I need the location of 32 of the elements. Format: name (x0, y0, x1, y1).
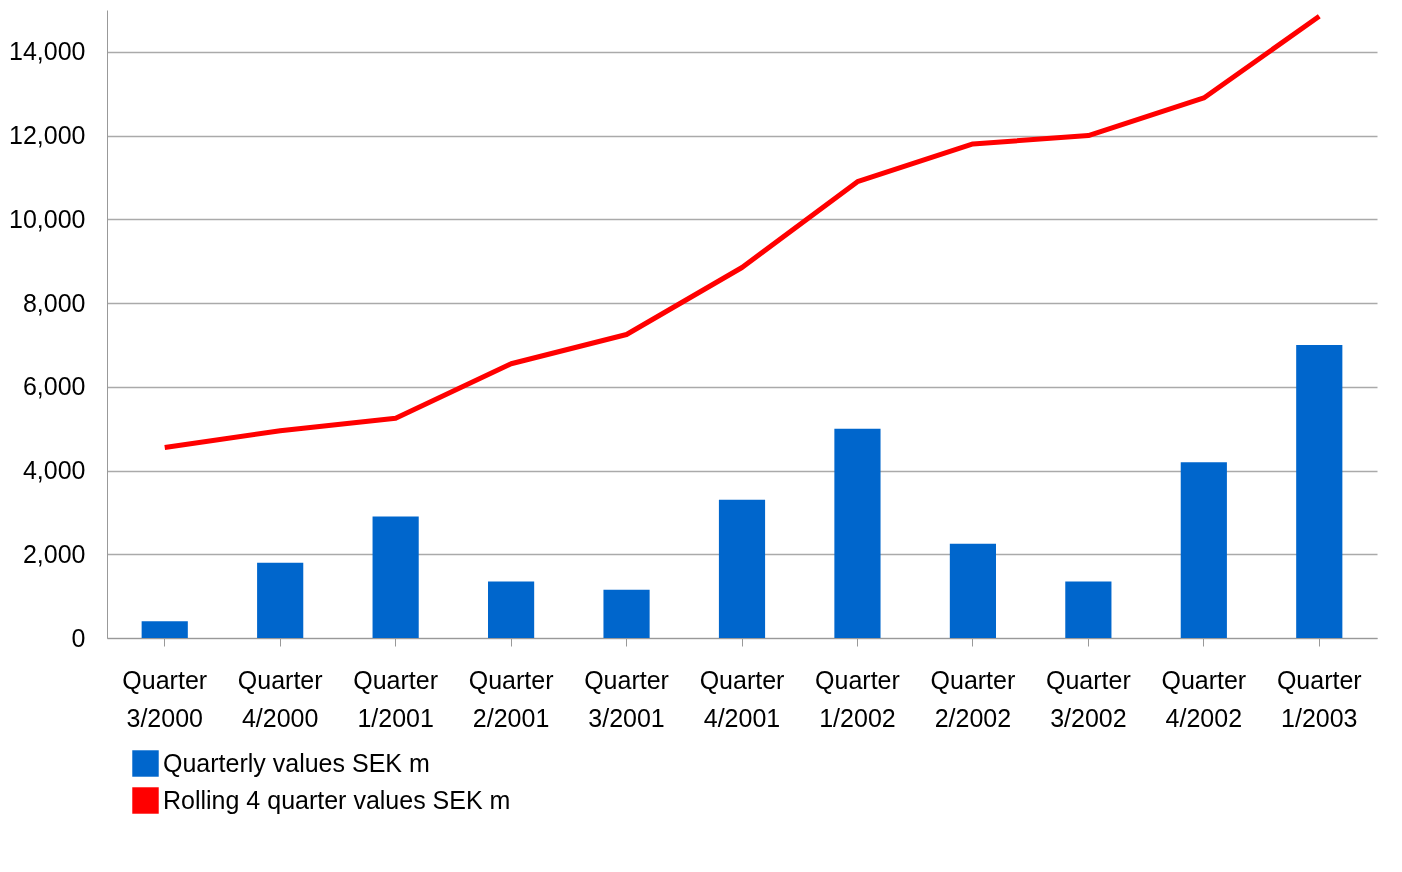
bar (1180, 462, 1227, 638)
bar (141, 621, 188, 638)
y-tick-label: 6,000 (22, 372, 86, 401)
bar (1296, 344, 1343, 638)
bar (603, 589, 650, 638)
x-tick-label: Quarter 1/2001 (353, 665, 439, 732)
bar (718, 499, 766, 638)
legend-label: Rolling 4 quarter values SEK m (163, 785, 511, 814)
y-tick-label: 10,000 (9, 204, 86, 233)
y-tick-label: 2,000 (22, 539, 86, 568)
bar (257, 562, 304, 638)
y-tick-label: 0 (71, 623, 86, 652)
y-tick-label: 12,000 (9, 121, 86, 150)
x-tick-label: Quarter 4/2002 (1161, 665, 1247, 732)
bar (949, 543, 996, 638)
x-tick-label: Quarter 4/2001 (699, 665, 785, 732)
y-tick-label: 14,000 (9, 37, 86, 66)
bar (372, 516, 419, 638)
x-tick-label: Quarter 1/2002 (815, 665, 900, 732)
y-tick-label: 8,000 (22, 288, 86, 317)
x-tick-label: Quarter 4/2000 (237, 665, 323, 732)
x-tick-label: Quarter 2/2001 (468, 665, 554, 732)
y-tick-label: 4,000 (22, 456, 86, 485)
x-tick-label: Quarter 3/2002 (1045, 665, 1131, 732)
x-tick-label: Quarter 3/2000 (122, 665, 208, 732)
bar (1065, 581, 1112, 638)
x-tick-label: Quarter 1/2003 (1276, 665, 1362, 732)
x-tick-label: Quarter 2/2002 (930, 665, 1016, 732)
bar (488, 581, 535, 638)
legend-label: Quarterly values SEK m (163, 748, 430, 777)
x-tick-label: Quarter 3/2001 (584, 665, 669, 732)
bar (834, 428, 881, 638)
